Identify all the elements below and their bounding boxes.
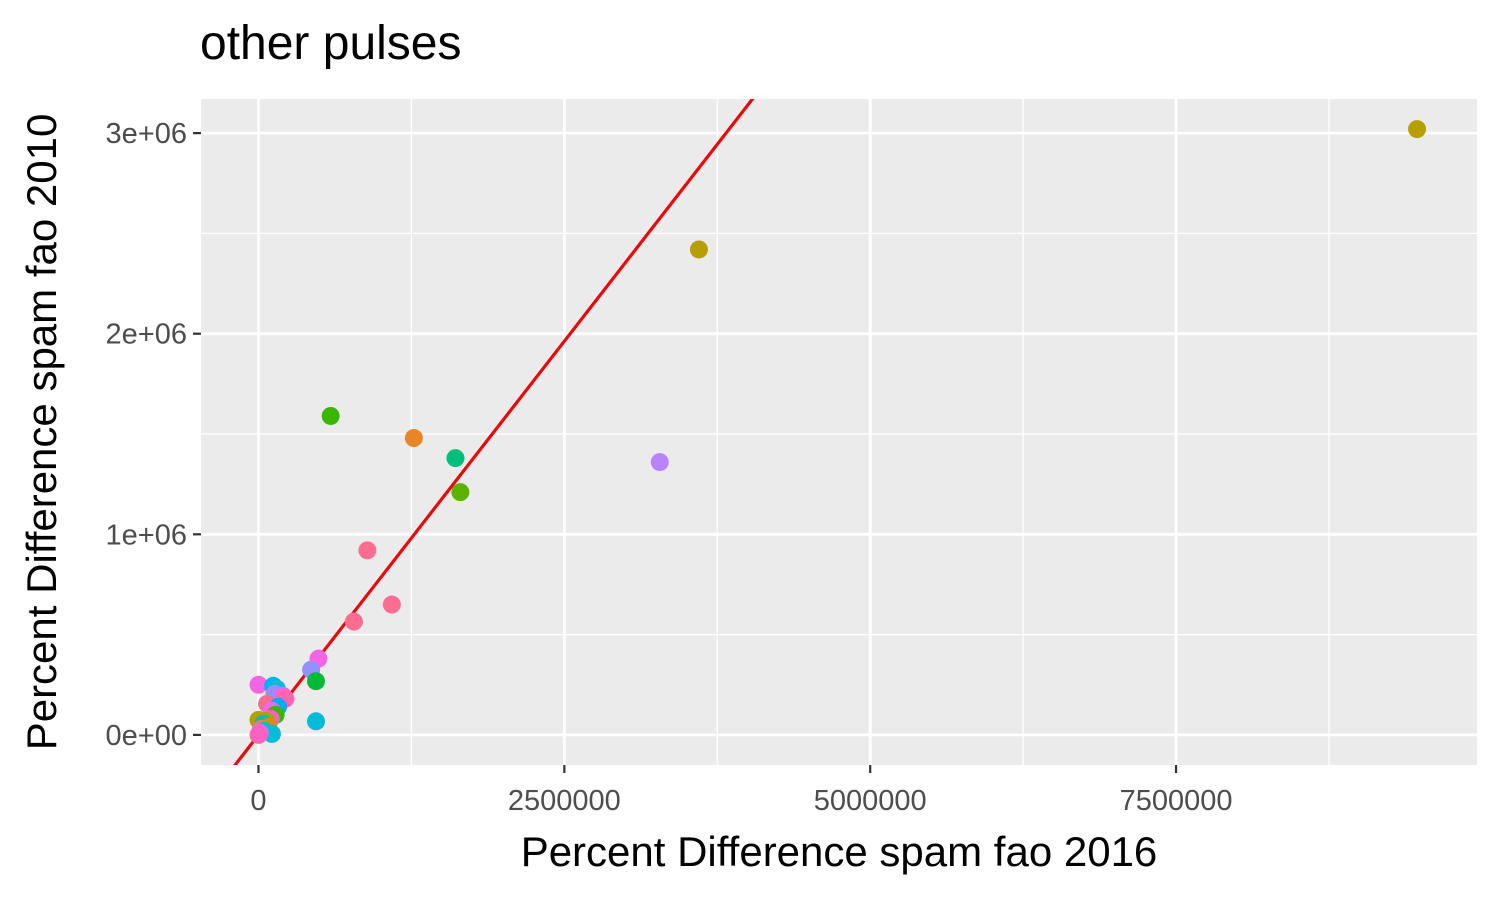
data-point: [446, 449, 465, 468]
y-tick-labels: 0e+00 1e+06 2e+06 3e+06: [106, 118, 187, 752]
data-point: [358, 541, 377, 560]
x-tick-label: 0: [250, 785, 266, 817]
data-point: [404, 429, 423, 448]
data-point: [321, 406, 340, 425]
data-point: [1408, 120, 1427, 139]
data-point: [249, 675, 268, 694]
data-point: [451, 483, 470, 502]
data-point: [250, 725, 269, 744]
axis-ticks: [193, 132, 1178, 773]
reference-line-group: [233, 99, 755, 765]
x-axis-title: Percent Difference spam fao 2016: [521, 828, 1158, 875]
grid-major: [201, 99, 1477, 765]
y-tick-label: 1e+06: [106, 519, 187, 551]
x-tick-label: 2500000: [508, 785, 621, 817]
y-tick-label: 3e+06: [106, 118, 187, 150]
plot-panel: [201, 99, 1477, 765]
data-point: [306, 712, 325, 731]
data-point: [650, 453, 669, 472]
y-axis-title: Percent Difference spam fao 2010: [18, 114, 65, 751]
data-point: [689, 240, 708, 259]
data-point: [306, 672, 325, 691]
reference-line: [233, 99, 755, 765]
y-tick-label: 0e+00: [106, 720, 187, 752]
x-tick-label: 7500000: [1120, 785, 1233, 817]
chart-title: other pulses: [200, 17, 462, 70]
grid-minor: [201, 99, 1477, 765]
data-point: [344, 612, 363, 631]
x-tick-labels: 0 2500000 5000000 7500000: [250, 785, 1232, 817]
data-points: [249, 120, 1427, 744]
data-point: [382, 595, 401, 614]
y-tick-label: 2e+06: [106, 319, 187, 351]
x-tick-label: 5000000: [814, 785, 927, 817]
